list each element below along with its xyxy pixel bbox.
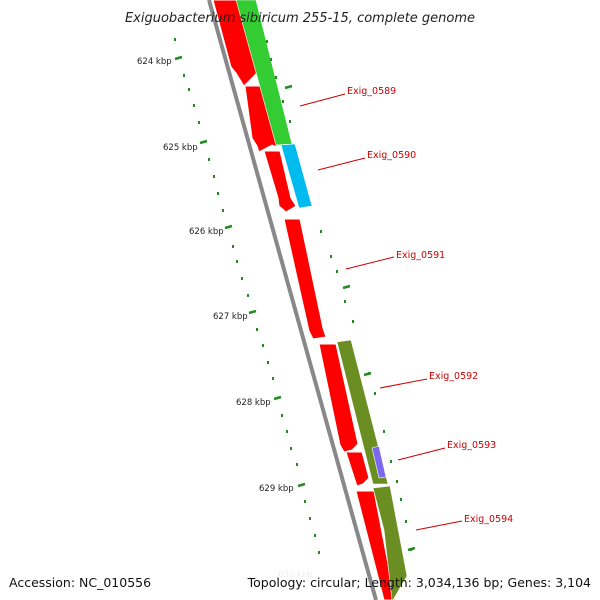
accession-label: Accession: NC_010556 bbox=[9, 575, 151, 590]
tick-label-630: 630 kbp bbox=[278, 570, 313, 580]
gene-label-Exig_0592[interactable]: Exig_0592 bbox=[429, 371, 478, 382]
gene-label-Exig_0593[interactable]: Exig_0593 bbox=[447, 440, 496, 451]
cds-arrow[interactable] bbox=[355, 490, 396, 600]
genome-summary: Topology: circular; Length: 3,034,136 bp… bbox=[247, 575, 591, 590]
gene-Exig_0593[interactable] bbox=[371, 445, 387, 479]
gene-labels: Exig_0589 Exig_0590 Exig_0591 Exig_0592 … bbox=[347, 86, 513, 525]
gene-label-Exig_0589[interactable]: Exig_0589 bbox=[347, 86, 396, 97]
gene-Exig_0594[interactable] bbox=[372, 485, 408, 600]
gene-label-Exig_0594[interactable]: Exig_0594 bbox=[464, 514, 513, 525]
tick-label-625: 625 kbp bbox=[163, 143, 198, 153]
gene-label-Exig_0590[interactable]: Exig_0590 bbox=[367, 150, 416, 161]
tick-labels: 624 kbp 625 kbp 626 kbp 627 kbp 628 kbp … bbox=[137, 57, 313, 580]
tick-label-626: 626 kbp bbox=[189, 227, 224, 237]
cds-track-inner bbox=[212, 0, 396, 600]
cds-arrow[interactable] bbox=[345, 451, 370, 487]
cds-arrow[interactable] bbox=[263, 150, 297, 213]
map-title: Exiguobacterium sibiricum 255-15, comple… bbox=[125, 11, 475, 26]
tick-label-629: 629 kbp bbox=[259, 484, 294, 494]
tick-label-627: 627 kbp bbox=[213, 312, 248, 322]
major-ticks bbox=[174, 55, 416, 552]
genome-backbone bbox=[207, 0, 378, 600]
cds-arrow[interactable] bbox=[283, 218, 327, 340]
cds-arrow[interactable] bbox=[318, 343, 359, 453]
tick-label-624: 624 kbp bbox=[137, 57, 172, 67]
gene-label-Exig_0591[interactable]: Exig_0591 bbox=[396, 250, 445, 261]
gene-Exig_0590[interactable] bbox=[280, 143, 313, 209]
gene-leader-lines bbox=[299, 93, 463, 531]
tick-label-628: 628 kbp bbox=[236, 398, 271, 408]
